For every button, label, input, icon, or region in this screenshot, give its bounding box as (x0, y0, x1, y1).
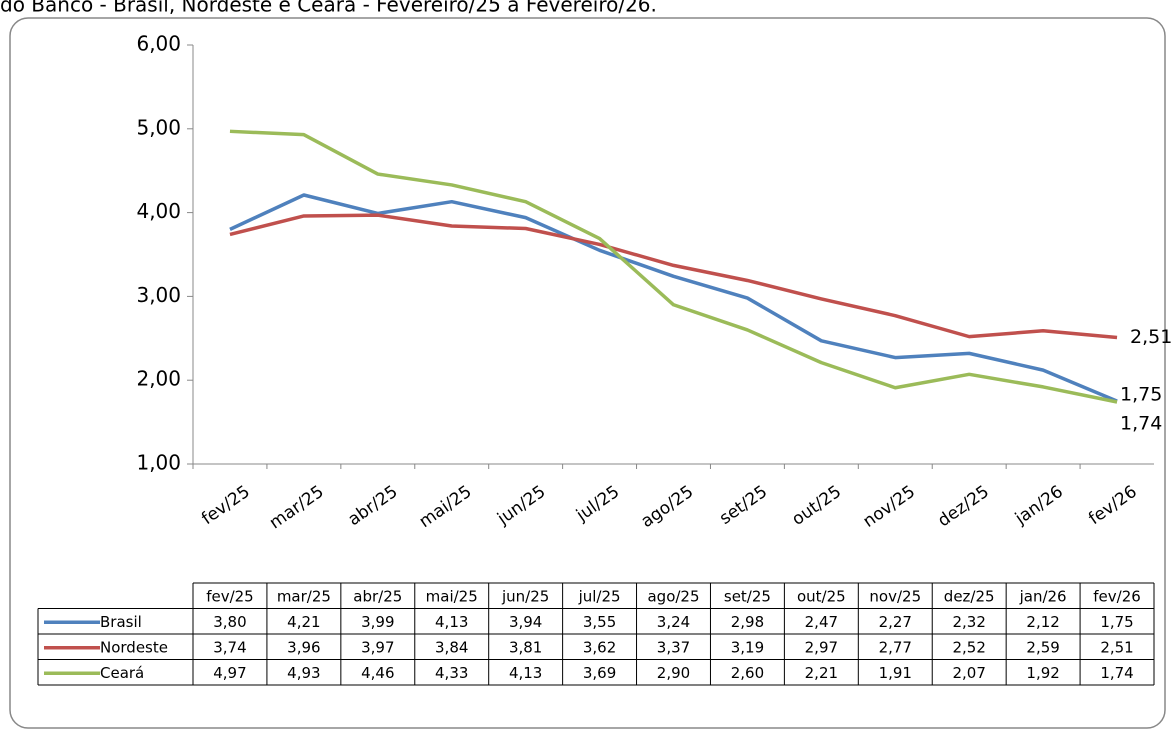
x-tick-label: mai/25 (416, 482, 476, 532)
x-tick-label: out/25 (788, 482, 845, 530)
table-cell: 2,12 (1026, 613, 1059, 631)
table-cell: 3,19 (731, 638, 764, 656)
legend-label: Nordeste (100, 638, 168, 656)
table-header: jul/25 (578, 587, 621, 605)
x-tick-label: mar/25 (266, 482, 328, 534)
table-cell: 3,96 (287, 638, 320, 656)
table-cell: 3,62 (583, 638, 616, 656)
table-cell: 2,32 (952, 613, 985, 631)
data-label: 1,75 (1120, 384, 1162, 406)
series-line (229, 213, 1118, 340)
x-tick-label: abr/25 (345, 482, 402, 530)
table-cell: 1,74 (1100, 664, 1133, 682)
x-tick-label: fev/25 (198, 482, 254, 529)
table-cell: 3,81 (509, 638, 542, 656)
table-cell: 3,99 (361, 613, 394, 631)
table-header: fev/26 (1093, 587, 1141, 605)
table-cell: 3,37 (657, 638, 690, 656)
x-tick-label: jun/25 (493, 482, 549, 530)
table-header: fev/25 (206, 587, 254, 605)
y-tick-label: 4,00 (136, 199, 181, 223)
x-tick-label: ago/25 (637, 482, 697, 532)
table-cell: 2,47 (805, 613, 838, 631)
table-cell: 3,24 (657, 613, 690, 631)
table-cell: 3,55 (583, 613, 616, 631)
table-cell: 4,33 (435, 664, 468, 682)
table-header: dez/25 (944, 587, 995, 605)
chart-title: do Banco - Brasil, Nordeste e Ceará - Fe… (0, 0, 657, 17)
table-header: jan/26 (1019, 587, 1067, 605)
table-cell: 4,93 (287, 664, 320, 682)
table-header: jun/25 (501, 587, 549, 605)
y-tick-label: 2,00 (136, 367, 181, 391)
x-tick-label: jan/26 (1011, 482, 1067, 530)
series-line (229, 129, 1118, 404)
table-cell: 2,77 (879, 638, 912, 656)
table-header: mai/25 (426, 587, 478, 605)
y-tick-label: 6,00 (136, 32, 181, 56)
table-cell: 2,27 (879, 613, 912, 631)
table-cell: 4,13 (435, 613, 468, 631)
table-cell: 4,13 (509, 664, 542, 682)
table-header: nov/25 (869, 587, 921, 605)
legend-label: Brasil (100, 613, 142, 631)
table-header: out/25 (797, 587, 846, 605)
table-cell: 3,80 (213, 613, 246, 631)
y-tick-label: 3,00 (136, 283, 181, 307)
table-cell: 4,97 (213, 664, 246, 682)
table-cell: 2,52 (952, 638, 985, 656)
table-header: mar/25 (277, 587, 331, 605)
table-cell: 3,84 (435, 638, 468, 656)
table-cell: 2,98 (731, 613, 764, 631)
series-line (229, 193, 1118, 403)
table-cell: 3,74 (213, 638, 246, 656)
data-label: 1,74 (1120, 412, 1162, 434)
table-cell: 3,69 (583, 664, 616, 682)
table-cell: 2,51 (1100, 638, 1133, 656)
table-cell: 3,94 (509, 613, 542, 631)
chart-frame (9, 17, 1166, 729)
x-tick-label: jul/25 (572, 482, 623, 526)
table-header: abr/25 (353, 587, 402, 605)
x-tick-label: fev/26 (1085, 482, 1141, 529)
table-cell: 2,97 (805, 638, 838, 656)
table-header: set/25 (724, 587, 771, 605)
table-cell: 1,92 (1026, 664, 1059, 682)
table-cell: 4,21 (287, 613, 320, 631)
x-tick-label: nov/25 (860, 482, 919, 532)
table-cell: 2,07 (952, 664, 985, 682)
legend-label: Ceará (100, 664, 144, 682)
table-cell: 2,60 (731, 664, 764, 682)
table-cell: 1,75 (1100, 613, 1133, 631)
table-cell: 4,46 (361, 664, 394, 682)
table-cell: 2,90 (657, 664, 690, 682)
table-cell: 1,91 (879, 664, 912, 682)
table-cell: 2,59 (1026, 638, 1059, 656)
x-tick-label: set/25 (716, 482, 771, 529)
table-header: ago/25 (647, 587, 699, 605)
x-tick-label: dez/25 (934, 482, 993, 531)
data-label: 2,51 (1130, 326, 1172, 348)
table-cell: 3,97 (361, 638, 394, 656)
y-tick-label: 5,00 (136, 115, 181, 139)
y-tick-label: 1,00 (136, 451, 181, 475)
table-cell: 2,21 (805, 664, 838, 682)
